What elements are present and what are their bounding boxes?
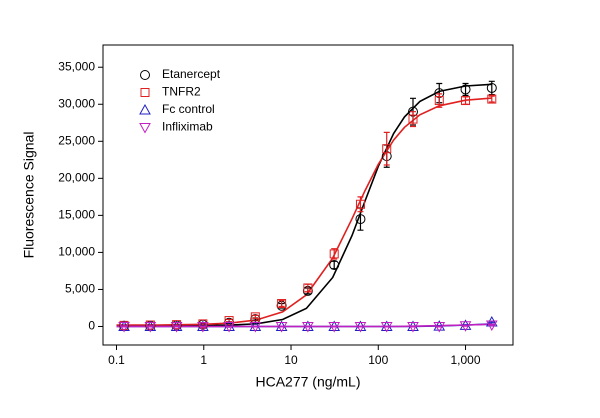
data-point bbox=[170, 321, 183, 333]
data-point bbox=[408, 114, 418, 124]
y-tick-label: 35,000 bbox=[58, 59, 95, 73]
y-tick-label: 25,000 bbox=[58, 133, 95, 147]
fit-curve bbox=[116, 83, 492, 327]
y-tick-label: 10,000 bbox=[58, 245, 95, 259]
data-point bbox=[224, 316, 234, 326]
error-bar bbox=[252, 314, 259, 319]
data-point bbox=[487, 94, 497, 104]
data-point bbox=[302, 321, 314, 333]
fit-curve bbox=[116, 97, 492, 326]
error-bar bbox=[331, 260, 338, 270]
x-tick-label: 0.1 bbox=[108, 353, 125, 367]
data-point bbox=[277, 299, 287, 309]
error-bar bbox=[409, 111, 416, 128]
data-point bbox=[354, 321, 367, 333]
legend-label: Fc control bbox=[162, 102, 215, 116]
y-tick-label: 20,000 bbox=[58, 171, 95, 185]
legend-marker bbox=[140, 70, 150, 80]
data-point bbox=[485, 320, 498, 332]
error-bar bbox=[357, 196, 364, 213]
data-point bbox=[460, 84, 471, 95]
fit-curve bbox=[116, 323, 492, 328]
x-tick-label: 1 bbox=[200, 353, 207, 367]
legend-label: Etanercept bbox=[162, 67, 221, 81]
data-point bbox=[407, 321, 419, 333]
x-tick-label: 100 bbox=[368, 353, 388, 367]
data-point bbox=[434, 96, 444, 106]
data-point bbox=[118, 321, 130, 333]
legend-marker bbox=[139, 103, 151, 115]
data-point bbox=[380, 321, 393, 333]
plot-frame bbox=[102, 44, 514, 346]
y-tick-label: 0 bbox=[88, 319, 95, 333]
data-point bbox=[249, 321, 262, 333]
data-point bbox=[197, 321, 209, 333]
error-bar bbox=[462, 82, 469, 96]
y-tick-label: 5,000 bbox=[65, 282, 95, 296]
data-point bbox=[275, 321, 288, 333]
error-bar bbox=[383, 131, 390, 166]
legend-label: TNFR2 bbox=[162, 85, 201, 99]
data-point bbox=[486, 82, 497, 93]
error-bar bbox=[331, 248, 338, 260]
x-axis-title: HCA277 (ng/mL) bbox=[255, 374, 360, 390]
y-tick-label: 15,000 bbox=[58, 208, 95, 222]
data-point bbox=[144, 321, 157, 333]
x-tick-label: 1,000 bbox=[451, 353, 481, 367]
error-bar bbox=[278, 299, 285, 308]
data-point bbox=[303, 283, 313, 293]
data-point bbox=[461, 96, 471, 106]
data-point bbox=[355, 199, 365, 209]
y-axis-title: Fluorescence Signal bbox=[21, 132, 37, 259]
data-point bbox=[433, 321, 446, 333]
x-tick-label: 10 bbox=[284, 353, 298, 367]
data-point bbox=[328, 321, 341, 333]
error-bar bbox=[488, 95, 495, 103]
legend-marker bbox=[139, 123, 151, 134]
data-point bbox=[329, 260, 340, 270]
legend-label: Infliximab bbox=[162, 120, 213, 134]
data-point bbox=[459, 321, 472, 332]
legend-marker bbox=[140, 88, 150, 97]
data-point bbox=[329, 249, 339, 259]
data-point bbox=[382, 144, 392, 154]
data-point bbox=[355, 214, 366, 225]
y-tick-label: 30,000 bbox=[58, 96, 95, 110]
data-point bbox=[223, 321, 235, 333]
